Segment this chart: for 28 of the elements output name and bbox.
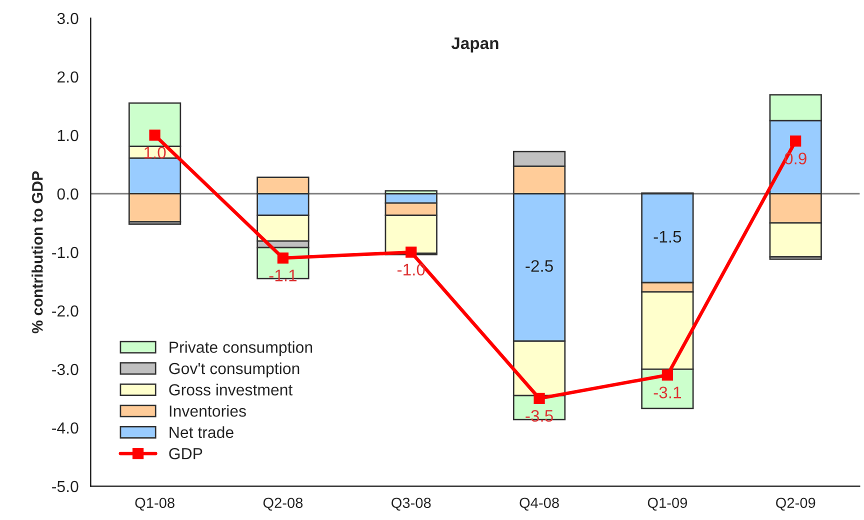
y-tick-label: -1.0 [52, 246, 78, 258]
x-tick-label: Q2-08 [263, 498, 303, 511]
y-tick-label: 3.0 [57, 12, 78, 24]
legend-label: Inventories [170, 405, 246, 417]
y-tick-label: 1.0 [58, 130, 78, 142]
data-label: 1.0 [144, 146, 166, 159]
x-tick-label: Q3-08 [392, 498, 431, 511]
y-tick-label: -2.0 [52, 305, 78, 317]
legend-label: Private consumption [170, 341, 312, 356]
y-tick-label: 2.0 [58, 71, 78, 83]
data-label: -2.5 [526, 260, 553, 272]
x-tick-label: Q4-08 [520, 498, 559, 511]
x-tick-label: Q1-09 [648, 498, 688, 511]
x-tick-label: Q2-09 [776, 498, 816, 511]
data-label: -1.0 [398, 264, 425, 276]
legend-label: Net trade [170, 426, 234, 438]
data-label: -1.5 [654, 231, 682, 243]
x-tick-label: Q1-08 [135, 498, 174, 511]
y-tick-label: -3.0 [52, 364, 78, 376]
legend-label: Gross investment [169, 384, 293, 396]
legend-label: Gov't consumption [169, 362, 300, 378]
y-axis-title: % contribution to GDP [32, 171, 43, 334]
text: Japan [451, 38, 498, 52]
data-label: -3.1 [654, 386, 681, 398]
y-tick-label: -5.0 [52, 480, 78, 492]
legend-label: GDP [169, 448, 202, 460]
y-tick-label: 0.0 [57, 188, 78, 200]
y-tick-label: -4.0 [52, 422, 78, 434]
